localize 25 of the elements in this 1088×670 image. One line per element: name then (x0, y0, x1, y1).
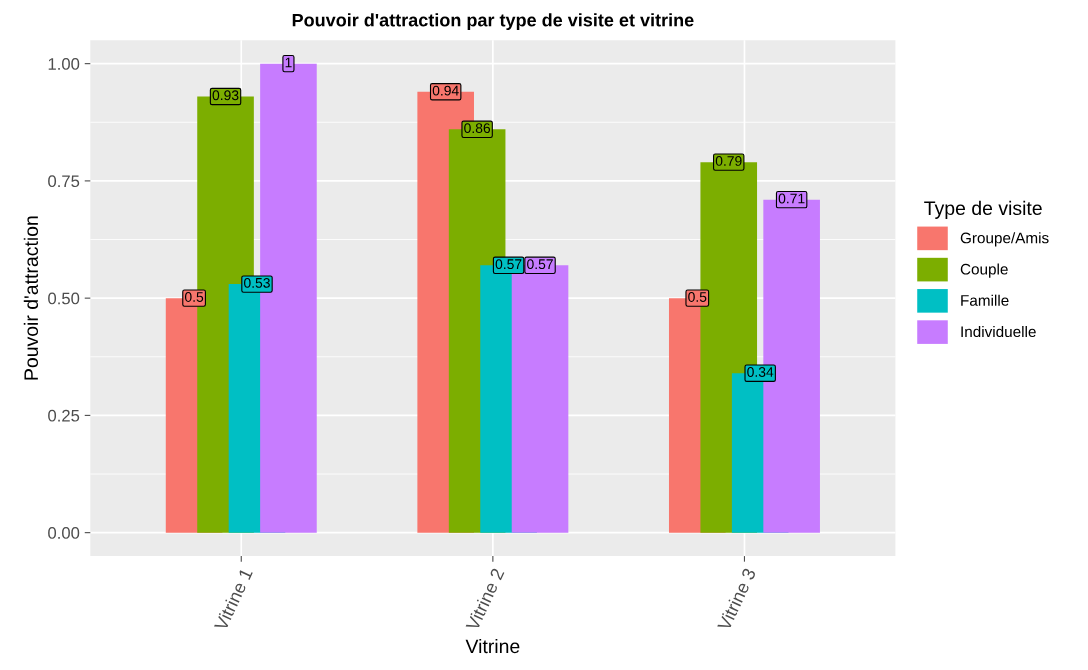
y-tick-label: 1.00 (48, 58, 80, 70)
data-label: 0.34 (747, 367, 774, 377)
legend-label: Couple (960, 263, 1008, 278)
x-axis-title: Vitrine (465, 638, 520, 654)
data-label: 0.94 (432, 85, 459, 96)
data-label: 0.86 (464, 123, 491, 134)
y-axis-title: Pouvoir d'attraction (23, 216, 39, 380)
data-label: 0.53 (244, 277, 270, 288)
data-label: 0.79 (715, 156, 742, 166)
data-label: 0.57 (527, 259, 553, 270)
legend-title: Type de visite (924, 200, 1042, 219)
y-tick-label: 0.25 (48, 409, 80, 422)
data-label: 0.71 (778, 193, 805, 204)
y-tick-label: 0.00 (48, 527, 80, 539)
data-label: 0.5 (688, 292, 707, 302)
y-tick-label: 0.75 (48, 175, 80, 188)
data-label: 0.5 (184, 292, 204, 302)
legend-label: Groupe/Amis (960, 232, 1049, 247)
legend-label: Famille (961, 294, 1009, 306)
chart-title: Pouvoir d'attraction par type de visite et vitrine (292, 13, 694, 31)
data-label: 1 (285, 57, 292, 68)
data-label: 0.93 (212, 90, 239, 101)
y-tick-label: 0.50 (48, 292, 80, 305)
legend-label: Individuelle (961, 325, 1036, 338)
data-label: 0.57 (495, 259, 522, 270)
